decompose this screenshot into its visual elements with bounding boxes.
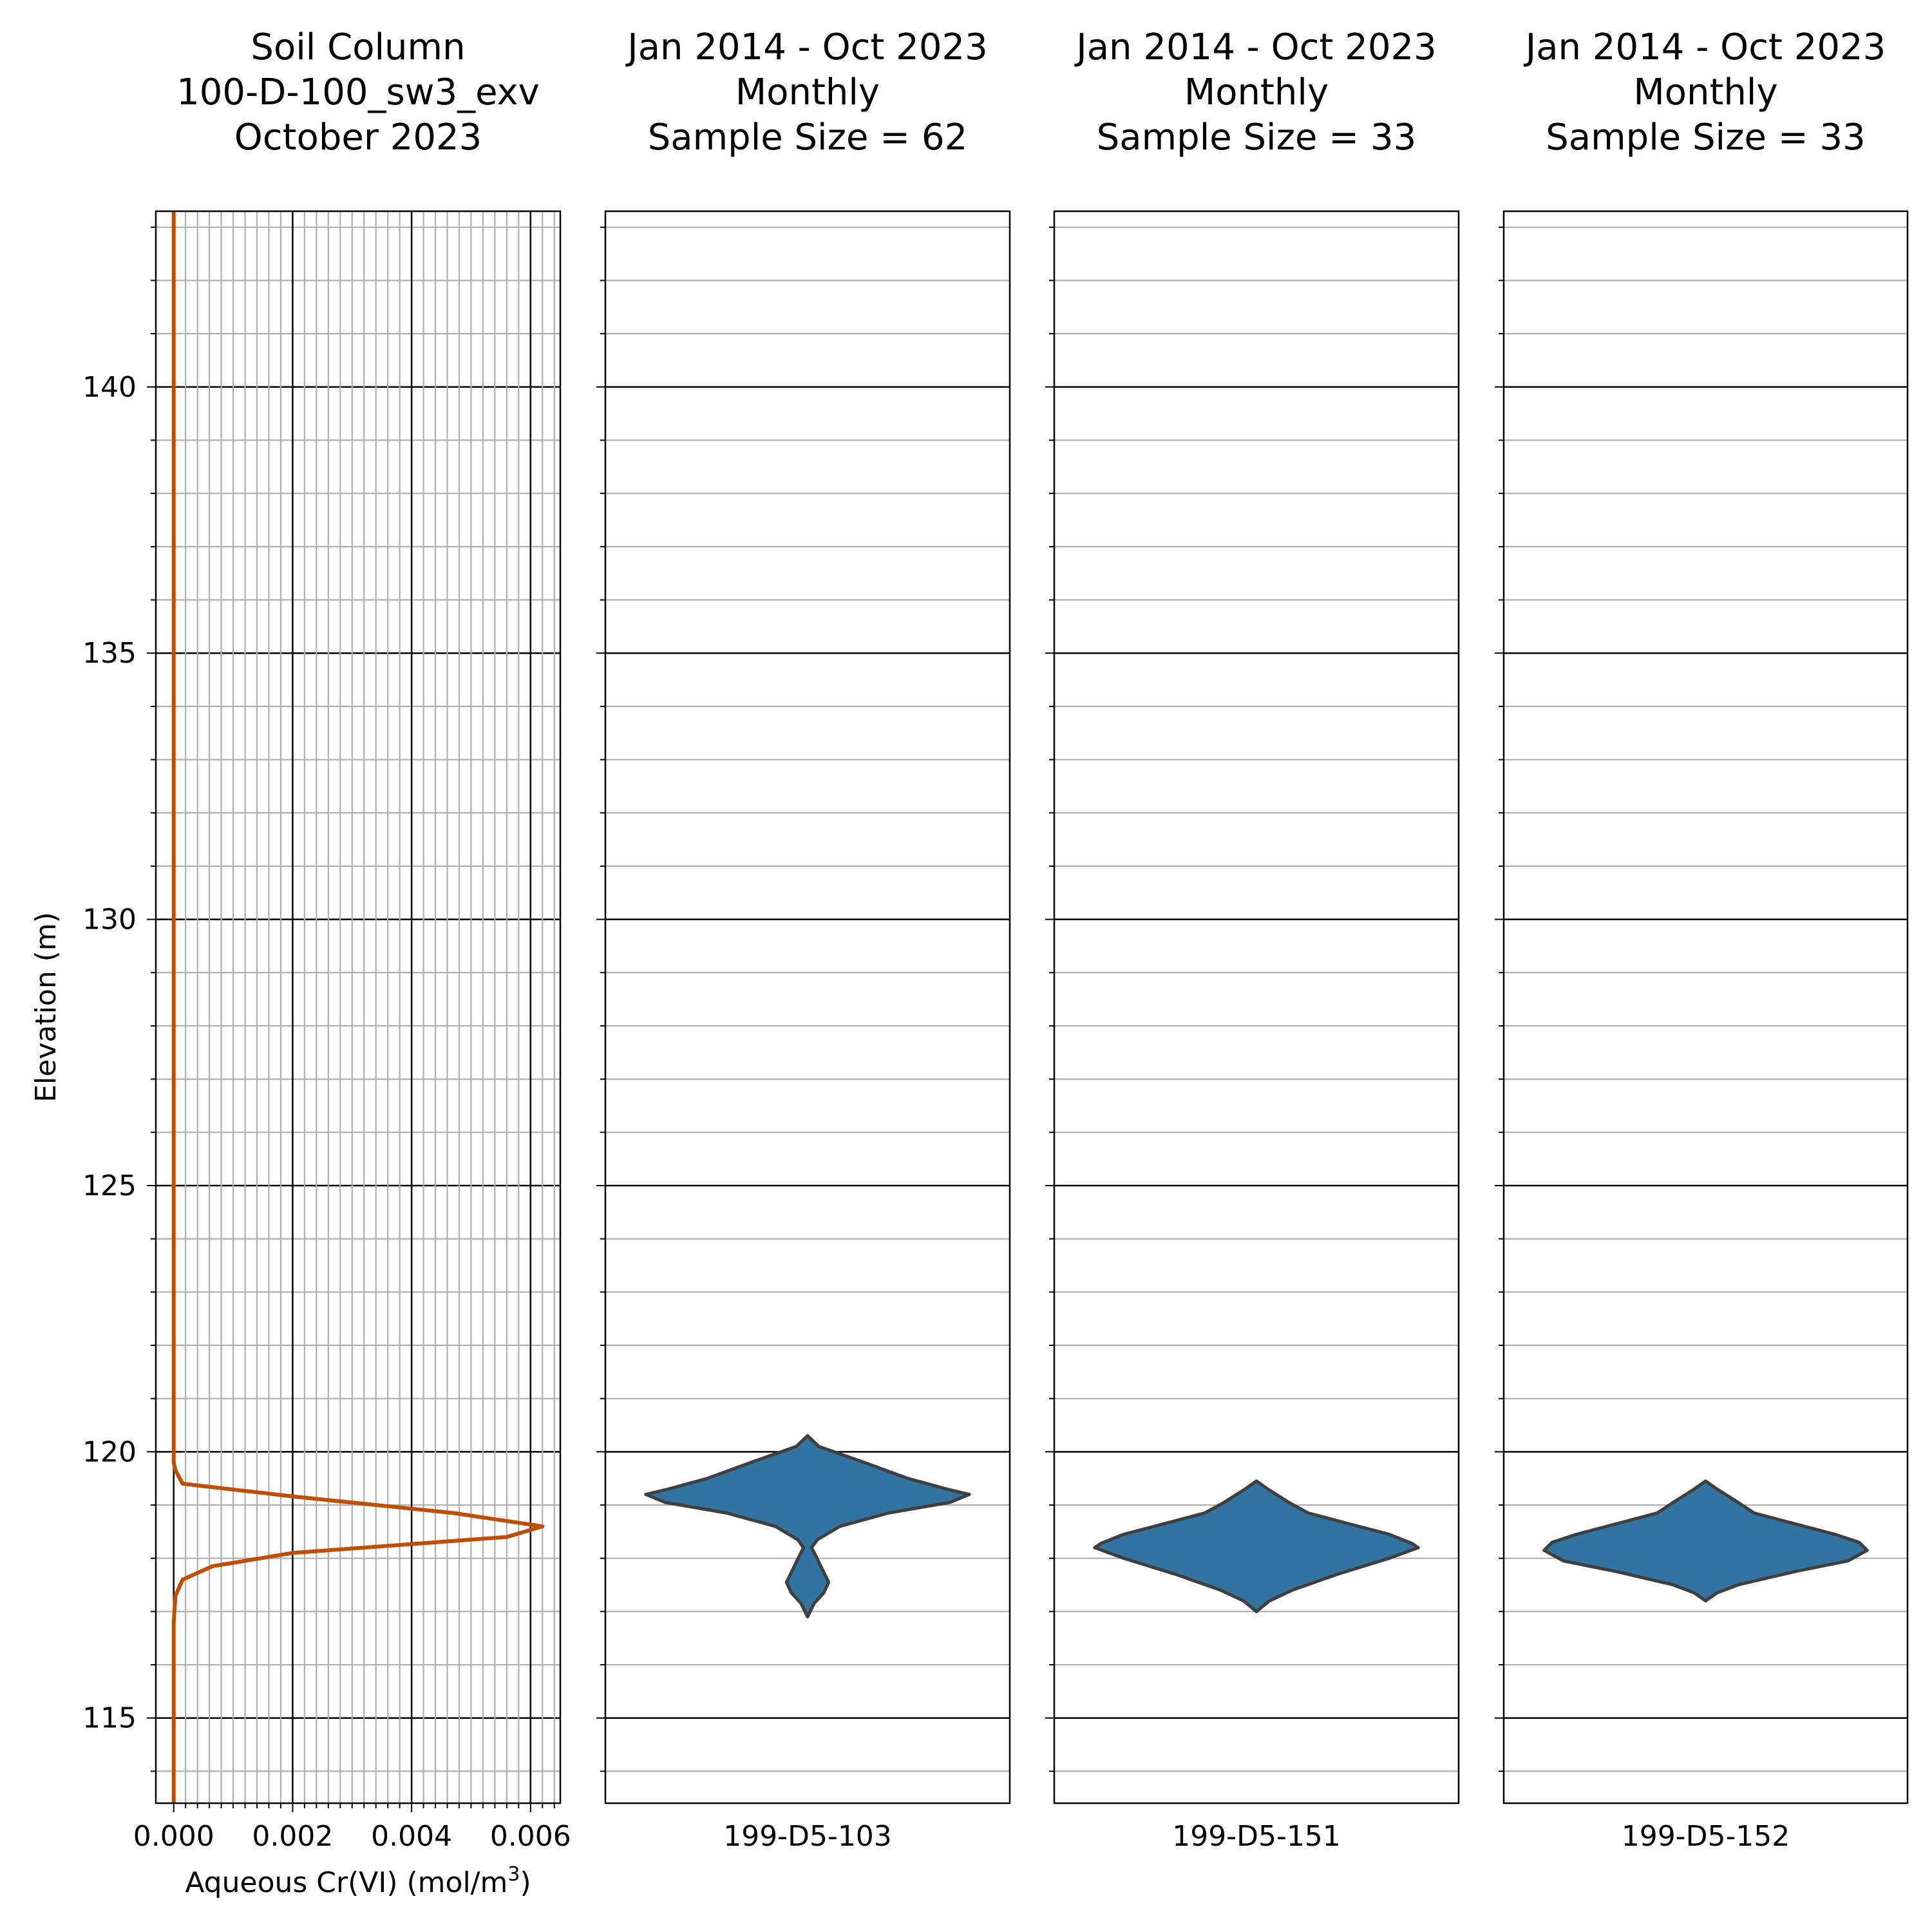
panel-frame: [1053, 210, 1460, 1804]
panel-frame: [604, 210, 1011, 1804]
panel-frame: [155, 210, 562, 1804]
data-layer: [171, 211, 1869, 1803]
x-tick-label: 0.000: [133, 1820, 214, 1853]
frame-layer: [147, 210, 1909, 1812]
y-tick-label: 130: [82, 904, 137, 936]
text-layer: 0.000 0.002 0.004 0.006 115 120 125 130 135 140 Aq…: [30, 26, 1886, 1899]
x-tick-label: 0.002: [252, 1820, 333, 1853]
concentration-profile-line: [171, 211, 545, 1803]
y-axis-label: Elevation (m): [30, 912, 62, 1103]
panel-title-line: Sample Size = 33: [1546, 117, 1866, 158]
panel-frame: [1502, 210, 1909, 1804]
panel-title-line: Jan 2014 - Oct 2023: [625, 26, 988, 68]
x-tick-label: 0.004: [371, 1820, 452, 1853]
panel-title-line: Sample Size = 33: [1097, 117, 1417, 158]
y-tick-label: 135: [82, 637, 137, 670]
y-tick-label: 140: [82, 371, 137, 404]
x-category-label: 199-D5-151: [1172, 1820, 1341, 1853]
y-tick-label: 120: [82, 1435, 137, 1468]
x-category-label: 199-D5-152: [1622, 1820, 1790, 1853]
y-tick-label: 125: [82, 1170, 137, 1202]
violin-shape: [1542, 1479, 1869, 1603]
panel-title-line: Monthly: [735, 71, 880, 113]
x-axis-label-main: Aqueous Cr(VI) (mol/m: [185, 1866, 507, 1899]
panel-title-line: Soil Column: [251, 26, 465, 68]
violin-shape: [644, 1434, 971, 1619]
panel-title-line: Jan 2014 - Oct 2023: [1524, 26, 1886, 68]
panel-title-line: Monthly: [1184, 71, 1329, 113]
panel-title-line: Sample Size = 62: [648, 117, 968, 158]
panel-title-line: Jan 2014 - Oct 2023: [1074, 26, 1437, 68]
violin-shape: [1093, 1479, 1420, 1613]
x-axis-label: Aqueous Cr(VI) (mol/m3): [185, 1863, 531, 1899]
y-tick-label: 115: [82, 1702, 137, 1735]
panel-title-line: October 2023: [234, 117, 482, 158]
panel-title-line: 100-D-100_sw3_exv: [176, 71, 540, 113]
x-axis-label-superscript: 3: [507, 1863, 520, 1886]
grid-layer: [156, 211, 1908, 1803]
x-category-label: 199-D5-103: [723, 1820, 892, 1853]
x-axis-label-suffix: ): [520, 1866, 531, 1899]
x-tick-label: 0.006: [490, 1820, 571, 1853]
panel-title-line: Monthly: [1633, 71, 1777, 113]
